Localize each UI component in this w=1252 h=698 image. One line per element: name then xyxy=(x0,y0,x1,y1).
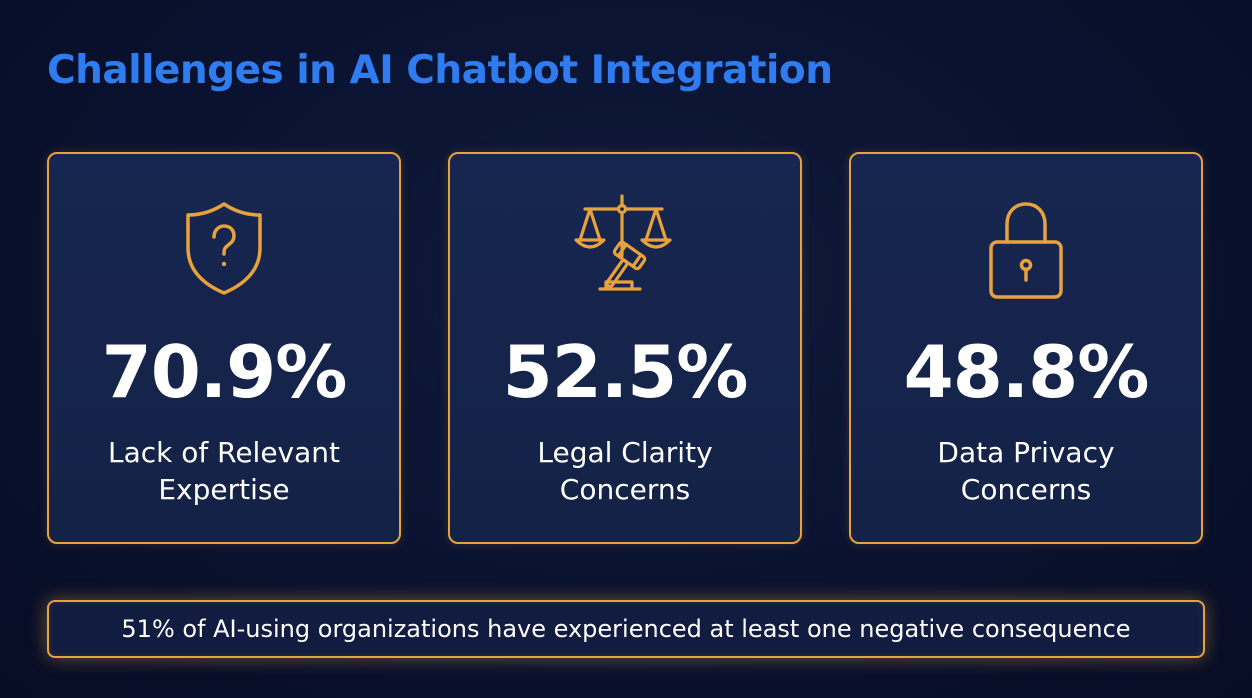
stat-label-line: Data Privacy xyxy=(937,436,1115,469)
stat-value: 70.9% xyxy=(101,330,348,414)
stat-label-line: Lack of Relevant xyxy=(107,436,341,469)
shield-question-icon xyxy=(169,192,279,302)
stat-label: Data Privacy Concerns xyxy=(871,434,1181,508)
footer-banner: 51% of AI-using organizations have exper… xyxy=(47,600,1205,658)
stat-value: 48.8% xyxy=(903,330,1150,414)
stat-label-line: Legal Clarity xyxy=(537,436,713,469)
stat-label-line: Expertise xyxy=(158,473,290,506)
stat-card-legal: 52.5% Legal Clarity Concerns xyxy=(448,152,802,544)
stat-card-privacy: 48.8% Data Privacy Concerns xyxy=(849,152,1203,544)
stat-label-line: Concerns xyxy=(960,473,1092,506)
stat-label: Legal Clarity Concerns xyxy=(470,434,780,508)
page-title: Challenges in AI Chatbot Integration xyxy=(47,48,833,93)
stat-card-expertise: 70.9% Lack of Relevant Expertise xyxy=(47,152,401,544)
padlock-icon xyxy=(971,192,1081,302)
stat-label: Lack of Relevant Expertise xyxy=(69,434,379,508)
stat-value: 52.5% xyxy=(502,330,749,414)
scales-gavel-icon xyxy=(570,192,680,302)
footer-text: 51% of AI-using organizations have exper… xyxy=(121,615,1131,643)
stat-label-line: Concerns xyxy=(559,473,691,506)
